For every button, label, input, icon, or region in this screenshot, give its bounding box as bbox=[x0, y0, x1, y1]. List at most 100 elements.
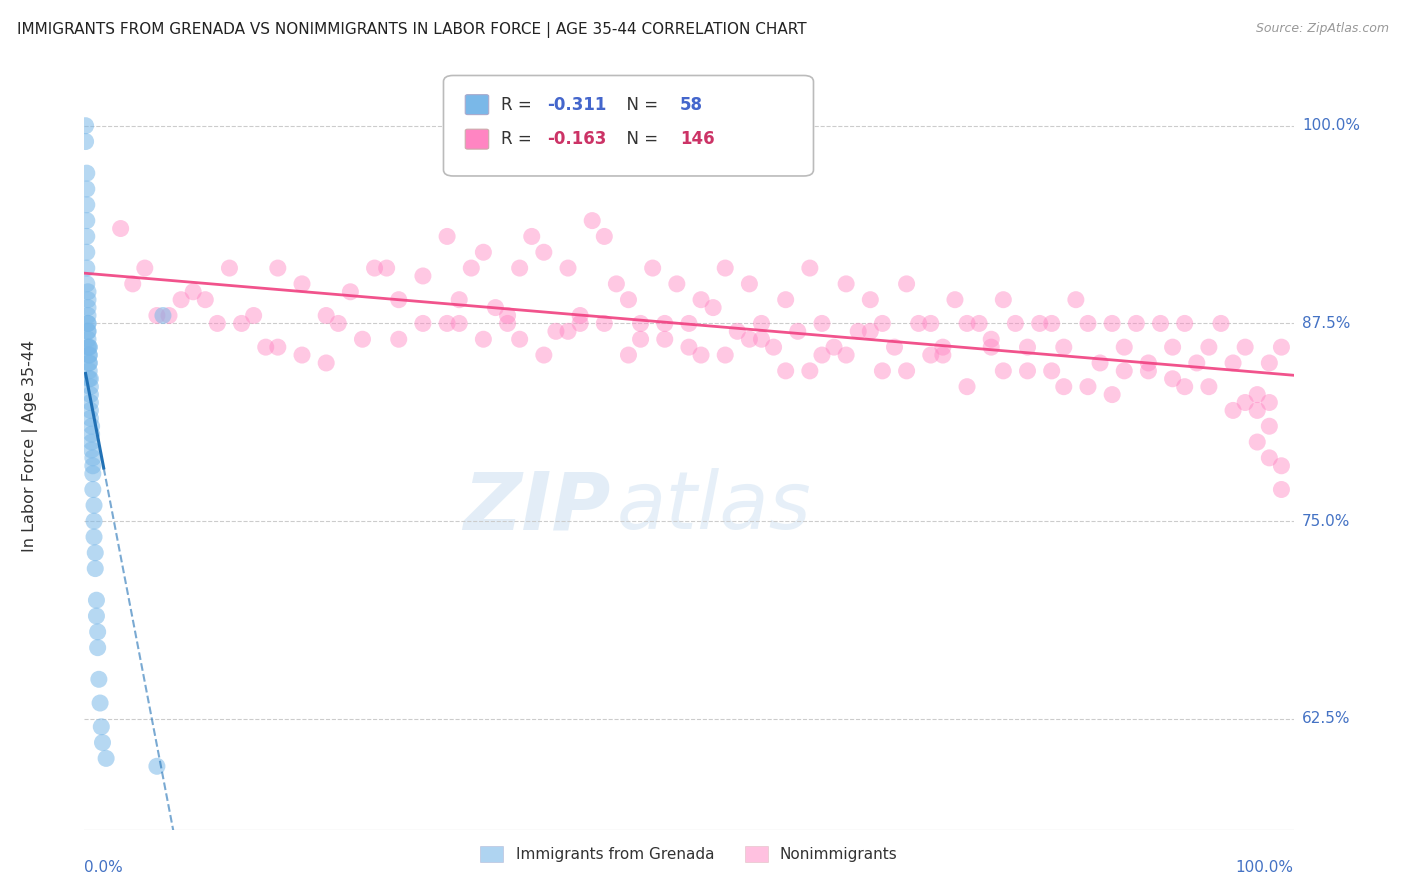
Point bbox=[76, 277, 98, 291]
Point bbox=[811, 348, 834, 362]
Point bbox=[1077, 317, 1099, 331]
Point bbox=[86, 593, 108, 607]
Point bbox=[80, 427, 103, 442]
Point bbox=[980, 332, 1002, 346]
Point bbox=[859, 324, 882, 338]
Point bbox=[569, 309, 592, 323]
Point bbox=[872, 364, 894, 378]
Point bbox=[77, 285, 100, 299]
Point bbox=[835, 348, 858, 362]
Point bbox=[134, 261, 156, 276]
Point bbox=[1088, 356, 1111, 370]
Point bbox=[920, 348, 942, 362]
Point bbox=[714, 261, 737, 276]
Text: IMMIGRANTS FROM GRENADA VS NONIMMIGRANTS IN LABOR FORCE | AGE 35-44 CORRELATION : IMMIGRANTS FROM GRENADA VS NONIMMIGRANTS… bbox=[17, 22, 807, 38]
Point bbox=[375, 261, 398, 276]
Point bbox=[181, 285, 204, 299]
Point bbox=[1053, 340, 1076, 354]
Point bbox=[77, 309, 100, 323]
Point bbox=[76, 261, 98, 276]
Point bbox=[231, 317, 253, 331]
Point bbox=[77, 340, 100, 354]
Point bbox=[690, 293, 713, 307]
Point bbox=[89, 696, 111, 710]
Point bbox=[94, 751, 117, 765]
Point bbox=[1174, 380, 1197, 394]
Point bbox=[170, 293, 193, 307]
Text: 146: 146 bbox=[679, 130, 714, 148]
Point bbox=[665, 277, 688, 291]
Point bbox=[533, 245, 555, 260]
Text: N =: N = bbox=[616, 130, 664, 148]
Point bbox=[544, 324, 567, 338]
Point bbox=[315, 356, 337, 370]
Point bbox=[82, 483, 104, 497]
Point bbox=[956, 317, 979, 331]
Point bbox=[605, 277, 627, 291]
Point bbox=[581, 213, 603, 227]
Point bbox=[1064, 293, 1087, 307]
Point bbox=[872, 317, 894, 331]
Point bbox=[267, 261, 290, 276]
Point bbox=[388, 293, 411, 307]
Point bbox=[630, 332, 652, 346]
Point bbox=[1114, 340, 1136, 354]
Point bbox=[1198, 340, 1220, 354]
Point bbox=[1125, 317, 1147, 331]
Point bbox=[932, 340, 955, 354]
Point bbox=[557, 261, 579, 276]
Point bbox=[80, 435, 103, 450]
Point bbox=[1258, 419, 1281, 434]
Point bbox=[775, 293, 797, 307]
Point bbox=[79, 395, 101, 409]
Point bbox=[412, 317, 434, 331]
Point bbox=[242, 309, 264, 323]
Point bbox=[436, 229, 458, 244]
Point bbox=[932, 348, 955, 362]
Text: 100.0%: 100.0% bbox=[1302, 119, 1360, 133]
Point bbox=[1101, 387, 1123, 401]
Point bbox=[1137, 364, 1160, 378]
Point bbox=[291, 348, 314, 362]
Point bbox=[823, 340, 845, 354]
Text: ZIP: ZIP bbox=[463, 468, 610, 547]
Point bbox=[84, 561, 107, 575]
Point bbox=[1222, 403, 1244, 417]
Point bbox=[472, 332, 495, 346]
Point bbox=[725, 324, 748, 338]
Point bbox=[1258, 395, 1281, 409]
Point bbox=[121, 277, 143, 291]
Point bbox=[388, 332, 411, 346]
Point bbox=[83, 498, 105, 512]
Point bbox=[1198, 380, 1220, 394]
Text: In Labor Force | Age 35-44: In Labor Force | Age 35-44 bbox=[22, 340, 38, 552]
Point bbox=[76, 245, 98, 260]
Point bbox=[1209, 317, 1232, 331]
Point bbox=[1137, 356, 1160, 370]
Point bbox=[157, 309, 180, 323]
Point bbox=[76, 182, 98, 196]
Point bbox=[799, 364, 821, 378]
Point bbox=[786, 324, 808, 338]
Text: -0.311: -0.311 bbox=[547, 95, 606, 113]
Point bbox=[920, 317, 942, 331]
Point bbox=[496, 309, 519, 323]
Point bbox=[811, 317, 834, 331]
Point bbox=[77, 356, 100, 370]
Point bbox=[79, 387, 101, 401]
Point bbox=[86, 640, 108, 655]
Point bbox=[207, 317, 229, 331]
Point bbox=[1270, 483, 1292, 497]
Point bbox=[738, 332, 761, 346]
Text: 62.5%: 62.5% bbox=[1302, 711, 1350, 726]
Point bbox=[1101, 317, 1123, 331]
Point bbox=[943, 293, 966, 307]
Point bbox=[835, 277, 858, 291]
Point bbox=[77, 332, 100, 346]
Point bbox=[1017, 364, 1039, 378]
Point bbox=[520, 229, 543, 244]
Point bbox=[1040, 317, 1063, 331]
Point bbox=[1234, 340, 1257, 354]
Point bbox=[751, 317, 773, 331]
Point bbox=[254, 340, 277, 354]
